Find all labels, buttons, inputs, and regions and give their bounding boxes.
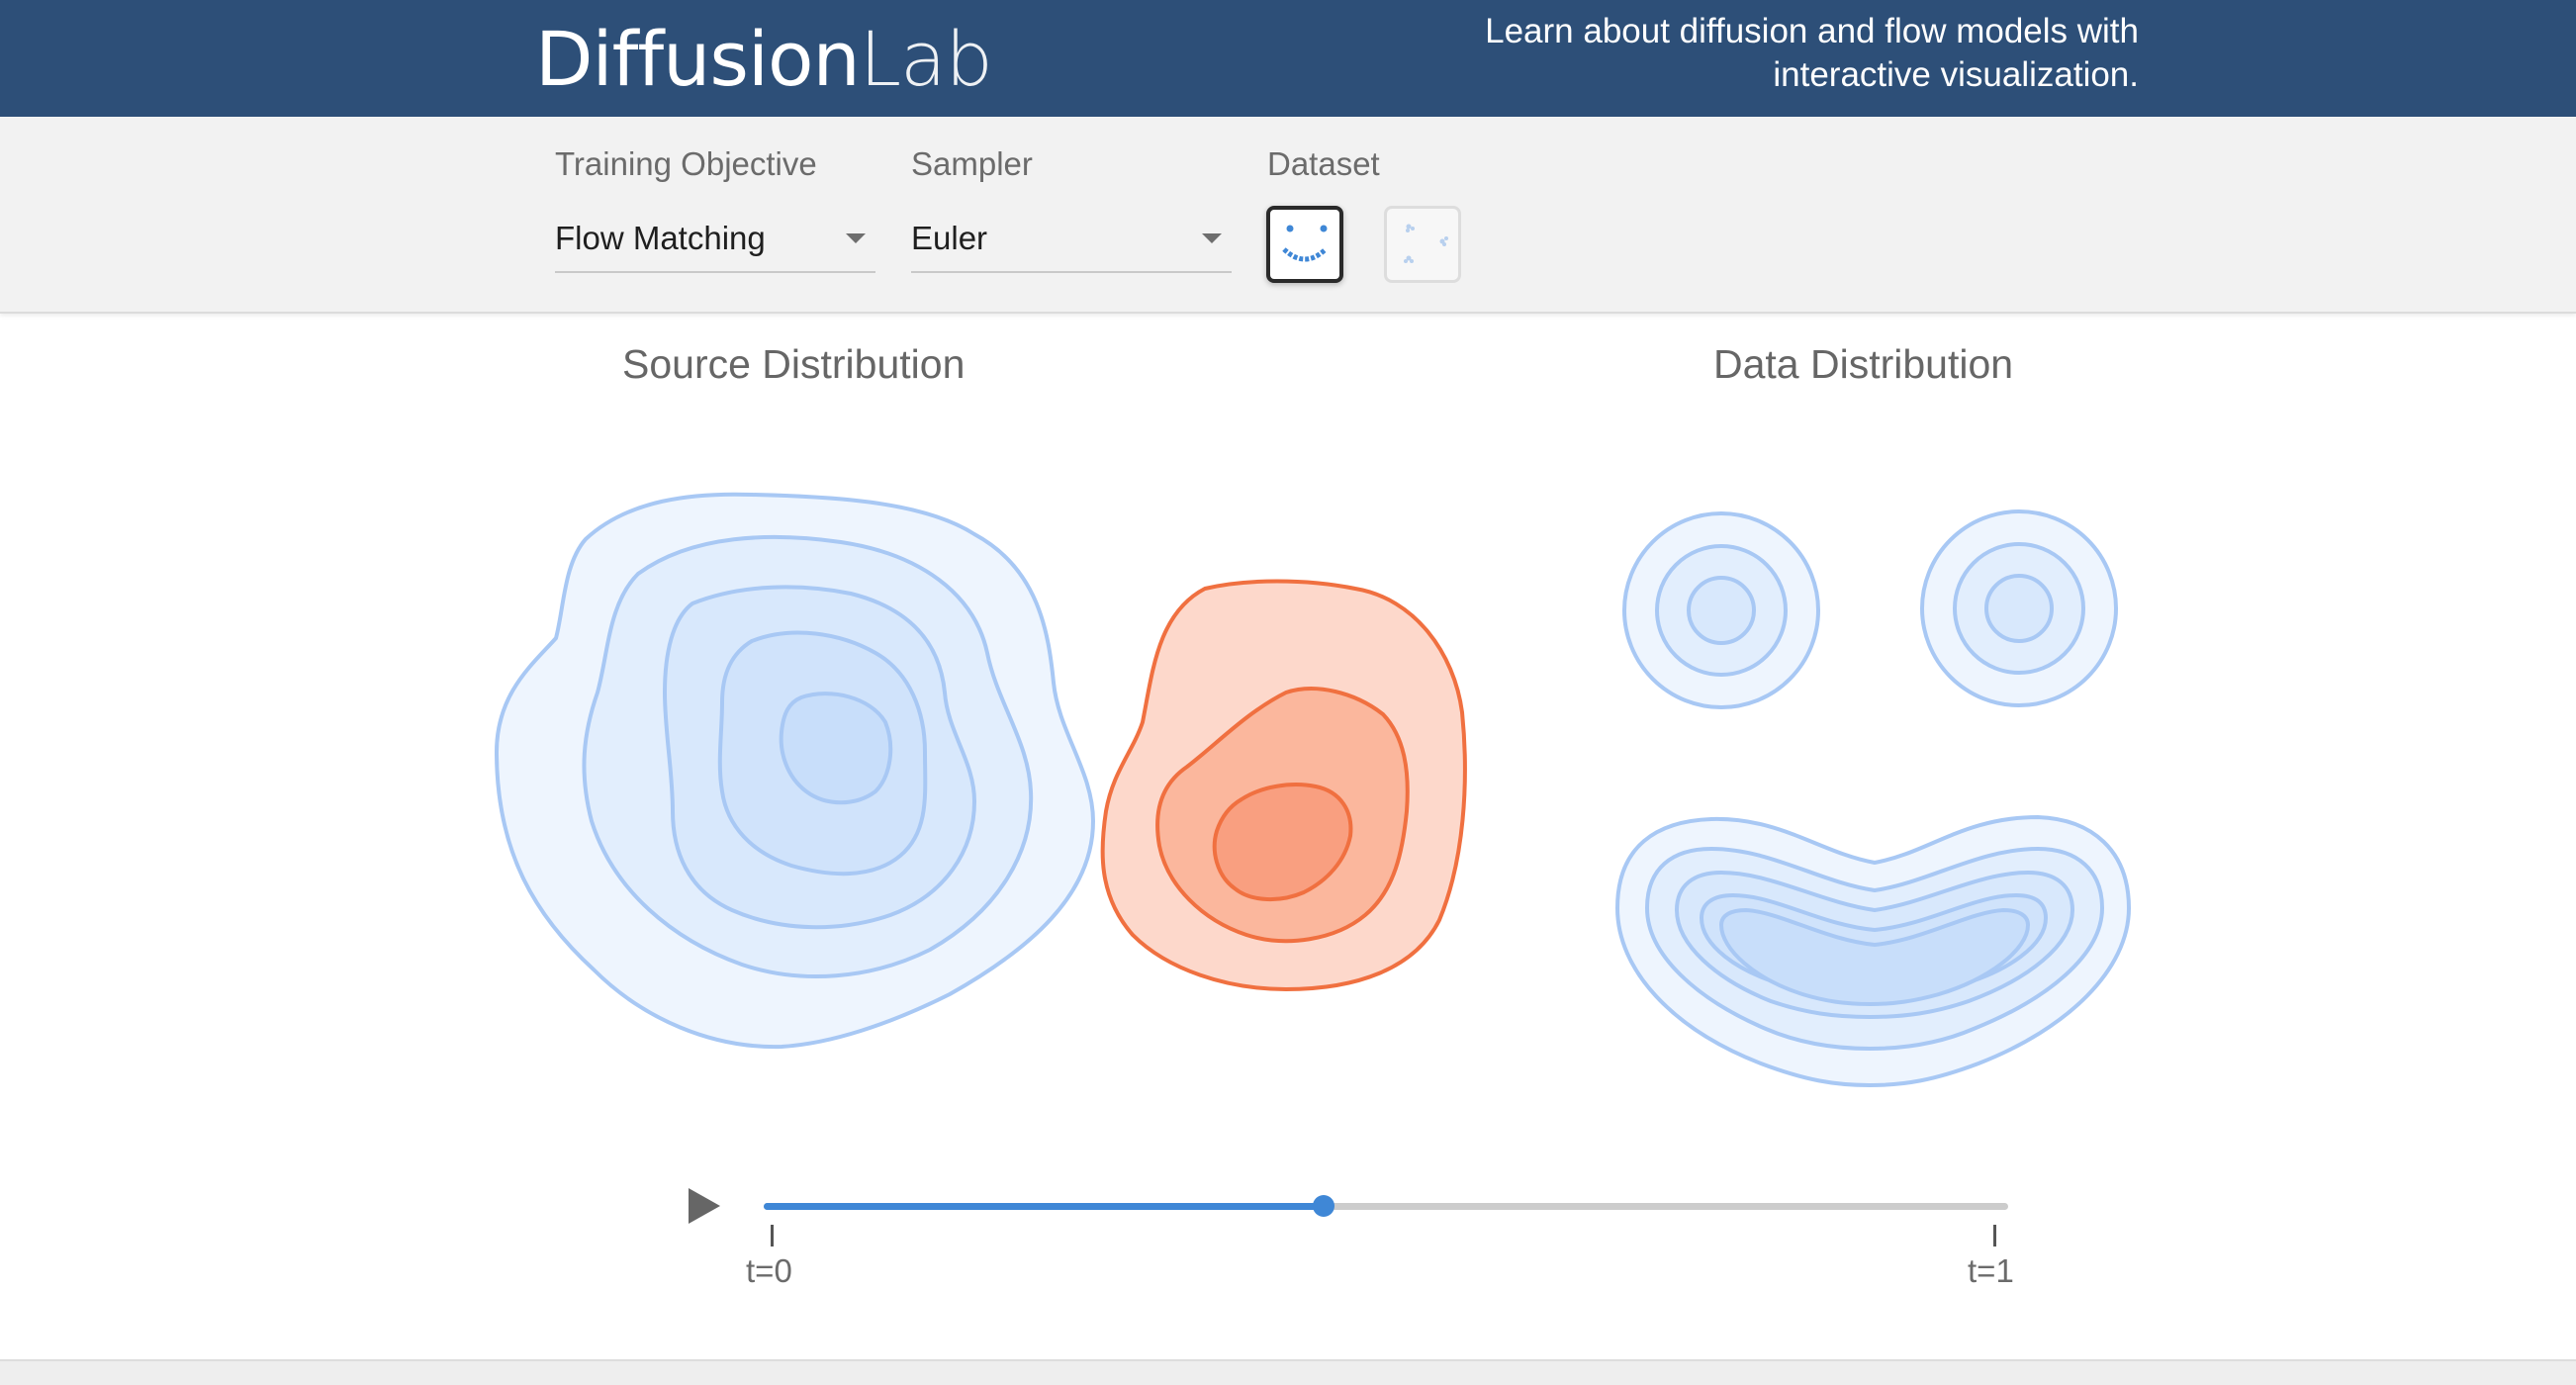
right-eye-contours bbox=[1920, 509, 2118, 707]
objective-value: Flow Matching bbox=[555, 220, 766, 256]
tick-label-end: t=1 bbox=[1968, 1252, 2014, 1289]
mouth-contours bbox=[1614, 814, 2132, 1088]
left-eye-inner bbox=[1687, 576, 1756, 645]
source-contour-5 bbox=[779, 692, 893, 805]
time-slider[interactable] bbox=[764, 1195, 2008, 1217]
objective-select[interactable]: Flow Matching bbox=[555, 214, 875, 273]
scatter-clusters-icon bbox=[1404, 224, 1448, 263]
sampler-select[interactable]: Euler bbox=[911, 214, 1232, 273]
source-distribution-title: Source Distribution bbox=[622, 341, 966, 387]
tick-start bbox=[771, 1225, 774, 1246]
app-header: Diffusion Lab Learn about diffusion and f… bbox=[0, 0, 2576, 117]
play-icon[interactable] bbox=[685, 1186, 724, 1226]
tick-label-start: t=0 bbox=[746, 1252, 792, 1289]
app-logo[interactable]: Diffusion Lab bbox=[535, 0, 993, 117]
objective-label: Training Objective bbox=[555, 145, 817, 182]
sampler-label: Sampler bbox=[911, 145, 1033, 182]
smiley-icon bbox=[1282, 225, 1328, 262]
source-density-contours bbox=[494, 492, 1096, 1050]
footer-divider bbox=[0, 1359, 2576, 1385]
chevron-down-icon bbox=[846, 233, 866, 243]
controls-toolbar: Training Objective Flow Matching Sampler… bbox=[0, 117, 2576, 314]
left-eye-contours bbox=[1622, 511, 1820, 709]
mouth-contour-5 bbox=[1718, 907, 2031, 1007]
data-distribution-title: Data Distribution bbox=[1713, 341, 2014, 387]
data-density-contours bbox=[1614, 509, 2132, 1088]
tagline: Learn about diffusion and flow models wi… bbox=[1328, 10, 2139, 97]
tagline-line-1: Learn about diffusion and flow models wi… bbox=[1485, 12, 2139, 50]
time-slider-handle[interactable] bbox=[1313, 1195, 1335, 1217]
brand-main: Diffusion bbox=[535, 14, 861, 103]
dataset-option-clusters[interactable] bbox=[1384, 206, 1461, 283]
tagline-line-2: interactive visualization. bbox=[1773, 55, 2139, 94]
right-eye-inner bbox=[1984, 574, 2054, 643]
tick-end bbox=[1993, 1225, 1996, 1246]
distribution-plots bbox=[494, 492, 2132, 1088]
brand-light: Lab bbox=[859, 14, 993, 103]
dataset-label: Dataset bbox=[1267, 145, 1380, 182]
transformed-density-contours bbox=[1100, 579, 1467, 992]
time-slider-progress bbox=[764, 1203, 1325, 1210]
sampler-value: Euler bbox=[911, 220, 988, 256]
orange-contour-3 bbox=[1212, 783, 1353, 902]
dataset-option-smiley[interactable] bbox=[1266, 206, 1343, 283]
chevron-down-icon bbox=[1202, 233, 1222, 243]
